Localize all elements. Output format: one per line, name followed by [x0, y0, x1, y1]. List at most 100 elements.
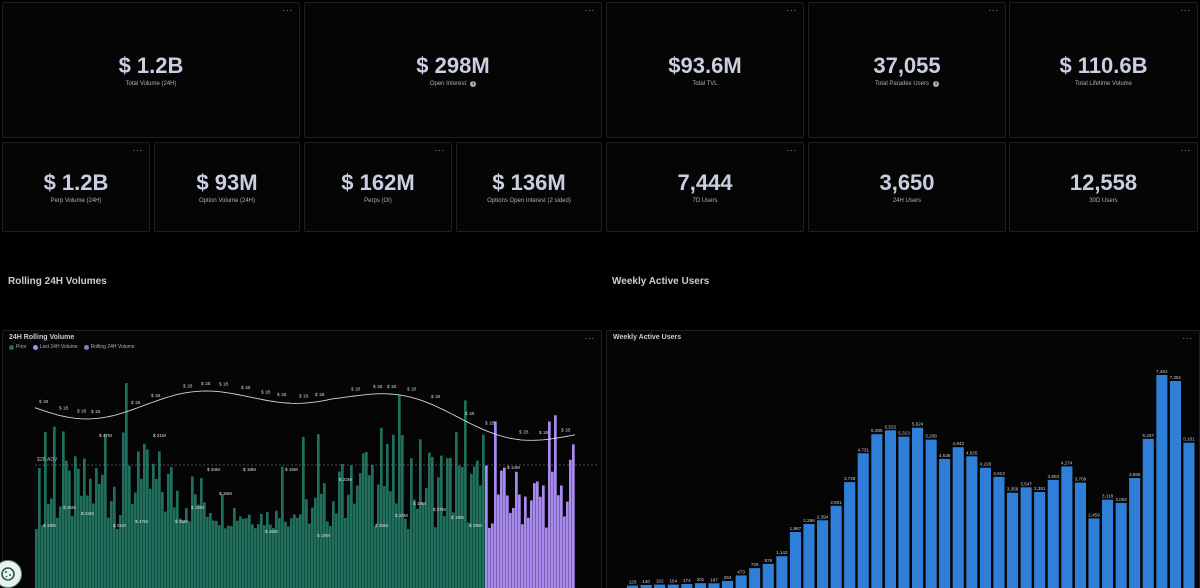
volume-bar[interactable] — [419, 439, 422, 588]
volume-bar[interactable] — [248, 514, 251, 588]
wau-bar[interactable] — [1169, 381, 1181, 588]
wau-bar[interactable] — [654, 584, 666, 588]
volume-bar[interactable] — [365, 451, 368, 588]
volume-bar[interactable] — [392, 434, 395, 588]
wau-bar[interactable] — [1020, 487, 1032, 588]
volume-bar[interactable] — [335, 513, 338, 588]
volume-bar[interactable] — [548, 421, 551, 588]
card-menu-icon[interactable]: ... — [434, 143, 445, 153]
volume-bar[interactable] — [134, 492, 137, 588]
volume-bar[interactable] — [512, 508, 515, 588]
volume-bar[interactable] — [65, 460, 68, 588]
volume-bar[interactable] — [143, 443, 146, 588]
wau-bar[interactable] — [857, 453, 869, 588]
volume-bar[interactable] — [416, 508, 419, 588]
volume-bar[interactable] — [200, 478, 203, 588]
wau-bar[interactable] — [803, 524, 815, 588]
card-menu-icon[interactable]: ... — [584, 3, 595, 13]
wau-bar[interactable] — [1156, 375, 1168, 588]
volume-bar[interactable] — [488, 527, 491, 588]
legend-item-rolling[interactable]: Rolling 24H Volume — [83, 344, 135, 350]
volume-bar[interactable] — [266, 512, 269, 588]
volume-bar[interactable] — [131, 504, 134, 588]
volume-bar[interactable] — [485, 465, 488, 588]
volume-bar[interactable] — [479, 485, 482, 588]
volume-bar[interactable] — [173, 507, 176, 588]
wau-bar[interactable] — [966, 456, 978, 588]
volume-bar[interactable] — [185, 508, 188, 588]
volume-bar[interactable] — [269, 524, 272, 588]
volume-bar[interactable] — [161, 491, 164, 588]
volume-bar[interactable] — [41, 525, 44, 588]
wau-bar[interactable] — [681, 584, 693, 588]
volume-bar[interactable] — [296, 517, 299, 588]
wau-bar[interactable] — [735, 575, 747, 588]
volume-bar[interactable] — [554, 415, 557, 588]
volume-bar[interactable] — [50, 498, 53, 588]
wau-bar[interactable] — [640, 585, 652, 588]
volume-bar[interactable] — [194, 494, 197, 588]
volume-bar[interactable] — [239, 516, 242, 588]
volume-bar[interactable] — [224, 528, 227, 588]
volume-bar[interactable] — [80, 495, 83, 588]
volume-bar[interactable] — [551, 471, 554, 588]
wau-bar[interactable] — [1129, 478, 1141, 588]
wau-bar[interactable] — [979, 467, 991, 588]
volume-bar[interactable] — [497, 494, 500, 588]
volume-bar[interactable] — [320, 493, 323, 588]
wau-bar[interactable] — [1183, 442, 1195, 588]
volume-bar[interactable] — [38, 468, 41, 588]
volume-bar[interactable] — [179, 518, 182, 588]
volume-bar[interactable] — [272, 527, 275, 588]
wau-bar[interactable] — [817, 520, 829, 588]
volume-bar[interactable] — [524, 496, 527, 588]
volume-bar[interactable] — [332, 501, 335, 588]
wau-bar[interactable] — [708, 583, 720, 588]
volume-bar[interactable] — [89, 478, 92, 588]
volume-bar[interactable] — [536, 481, 539, 588]
volume-bar[interactable] — [92, 503, 95, 588]
volume-bar[interactable] — [110, 501, 113, 588]
volume-bar[interactable] — [527, 517, 530, 588]
volume-bar[interactable] — [566, 501, 569, 588]
volume-bar[interactable] — [113, 486, 116, 588]
volume-bar[interactable] — [533, 483, 536, 588]
volume-bar[interactable] — [515, 471, 518, 588]
volume-bar[interactable] — [263, 525, 266, 588]
wau-bar[interactable] — [912, 427, 924, 588]
wau-bar[interactable] — [1088, 518, 1100, 588]
volume-bar[interactable] — [140, 478, 143, 588]
volume-bar[interactable] — [560, 485, 563, 588]
volume-bar[interactable] — [116, 529, 119, 588]
volume-bar[interactable] — [68, 470, 71, 588]
volume-bar[interactable] — [431, 456, 434, 588]
volume-bar[interactable] — [470, 473, 473, 588]
volume-bar[interactable] — [95, 468, 98, 588]
volume-bar[interactable] — [362, 453, 365, 588]
rolling-volume-line[interactable] — [34, 390, 576, 441]
volume-bar[interactable] — [146, 449, 149, 588]
volume-bar[interactable] — [344, 518, 347, 588]
wau-bar[interactable] — [1142, 438, 1154, 588]
volume-bar[interactable] — [380, 427, 383, 588]
volume-bar[interactable] — [188, 521, 191, 588]
volume-bar[interactable] — [281, 466, 284, 588]
volume-bar[interactable] — [503, 467, 506, 588]
volume-bar[interactable] — [443, 516, 446, 588]
volume-bar[interactable] — [482, 434, 485, 588]
card-menu-icon[interactable]: ... — [786, 3, 797, 13]
wau-bar[interactable] — [1034, 492, 1046, 588]
wau-bar[interactable] — [939, 458, 951, 588]
volume-bar[interactable] — [152, 463, 155, 588]
volume-bar[interactable] — [233, 507, 236, 588]
volume-bar[interactable] — [191, 476, 194, 588]
volume-bar[interactable] — [326, 521, 329, 588]
volume-bar[interactable] — [371, 465, 374, 588]
volume-bar[interactable] — [440, 455, 443, 588]
volume-bar[interactable] — [182, 520, 185, 588]
volume-bar[interactable] — [437, 477, 440, 588]
card-menu-icon[interactable]: ... — [584, 331, 595, 341]
volume-bar[interactable] — [101, 474, 104, 588]
card-menu-icon[interactable]: ... — [1180, 143, 1191, 153]
volume-bar[interactable] — [521, 524, 524, 588]
